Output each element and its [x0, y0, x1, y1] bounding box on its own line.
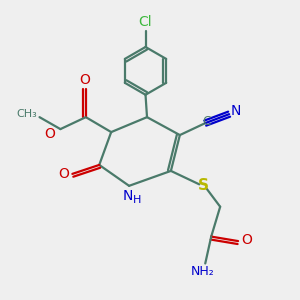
Text: S: S	[198, 178, 209, 193]
Text: CH₃: CH₃	[16, 109, 37, 119]
Text: N: N	[122, 189, 133, 203]
Text: NH₂: NH₂	[190, 265, 214, 278]
Text: C: C	[202, 115, 211, 128]
Text: Cl: Cl	[139, 15, 152, 29]
Text: H: H	[133, 195, 142, 205]
Text: O: O	[241, 232, 252, 247]
Text: O: O	[58, 167, 69, 181]
Text: N: N	[230, 104, 241, 118]
Text: O: O	[44, 127, 56, 141]
Text: O: O	[79, 74, 90, 87]
